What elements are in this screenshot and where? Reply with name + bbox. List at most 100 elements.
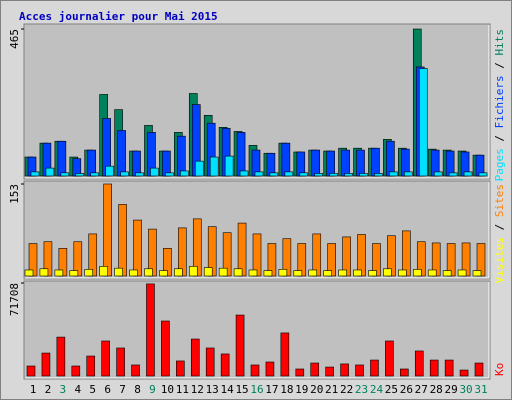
bar [353, 269, 362, 277]
bar [293, 270, 303, 277]
bar [254, 171, 264, 177]
x-tick-label: 24 [370, 383, 384, 396]
x-tick-label: 30 [459, 383, 472, 396]
bar [356, 149, 365, 177]
bar [116, 347, 125, 377]
bar [60, 172, 70, 177]
bar [57, 140, 67, 177]
bar [239, 170, 249, 177]
y-tick-label: 153 [8, 184, 21, 204]
x-tick-label: 7 [119, 383, 126, 396]
bar [194, 160, 204, 177]
bar [448, 172, 458, 177]
bar [220, 353, 230, 377]
bar [341, 149, 350, 177]
bar [281, 142, 291, 177]
bar [338, 269, 347, 277]
bar [30, 171, 40, 177]
bar [176, 360, 185, 377]
bar [310, 362, 320, 377]
x-tick-label: 29 [445, 383, 458, 396]
x-tick-label: 4 [74, 383, 81, 396]
bar [162, 150, 171, 177]
bar [299, 172, 309, 177]
bar [295, 368, 305, 377]
bar [433, 171, 443, 177]
bar [101, 340, 110, 377]
legend: Pages / Fichiers / Hits [493, 29, 506, 181]
legend-entry: Hits [493, 29, 506, 56]
bar [326, 150, 335, 177]
bar [54, 269, 64, 277]
legend: Visites / Sites [493, 184, 506, 283]
bar [370, 359, 379, 377]
bar [56, 336, 66, 377]
bar [236, 132, 246, 177]
bar [389, 171, 398, 177]
x-tick-label: 8 [134, 383, 141, 396]
legend-entry: Sites [493, 184, 506, 217]
bar [296, 151, 306, 177]
legend-separator: / [493, 128, 506, 148]
bar [368, 270, 377, 277]
bar [237, 222, 247, 277]
bar [146, 283, 155, 377]
legend: Ko [493, 363, 506, 376]
x-tick-label: 25 [385, 383, 398, 396]
x-tick-label: 23 [355, 383, 368, 396]
x-tick-label: 3 [60, 383, 67, 396]
x-tick-label: 31 [474, 383, 487, 396]
bar [71, 365, 81, 377]
bar [472, 270, 482, 277]
bar [463, 171, 473, 177]
bar [398, 269, 407, 277]
bar [114, 267, 123, 277]
x-tick-label: 11 [176, 383, 189, 396]
bar [174, 268, 183, 277]
bar [311, 149, 321, 177]
bar [69, 270, 79, 277]
bar [177, 135, 186, 177]
bar [180, 170, 189, 177]
bar [457, 269, 467, 277]
bar [402, 230, 411, 277]
bar [278, 269, 288, 277]
bar [144, 268, 153, 277]
bar [263, 270, 273, 277]
bar [308, 269, 318, 277]
bar [99, 266, 108, 277]
x-tick-label: 21 [325, 383, 338, 396]
bar [355, 364, 364, 377]
bar [86, 355, 96, 377]
bar [161, 320, 170, 377]
bar [459, 369, 469, 377]
bar [386, 140, 395, 177]
x-tick-label: 18 [280, 383, 293, 396]
x-tick-label: 10 [161, 383, 174, 396]
bar [340, 363, 349, 377]
bar [404, 171, 413, 177]
x-tick-label: 6 [104, 383, 111, 396]
x-tick-label: 5 [89, 383, 96, 396]
bar [133, 219, 142, 277]
bar [412, 269, 422, 277]
bar [218, 267, 228, 277]
bar [312, 233, 322, 277]
y-tick-label: 465 [8, 29, 21, 49]
legend-separator: / [493, 56, 506, 76]
legend-separator: / [493, 217, 506, 237]
legend-entry: Ko [493, 363, 506, 376]
x-tick-label: 28 [430, 383, 443, 396]
bar [414, 350, 424, 377]
bar [105, 165, 114, 177]
bar [418, 68, 428, 177]
bar [252, 233, 262, 277]
bar [427, 269, 437, 277]
bar [284, 171, 294, 177]
bar [132, 150, 141, 177]
x-tick-label: 12 [191, 383, 204, 396]
bar [26, 365, 36, 377]
bar [159, 270, 168, 277]
bar [84, 269, 94, 277]
